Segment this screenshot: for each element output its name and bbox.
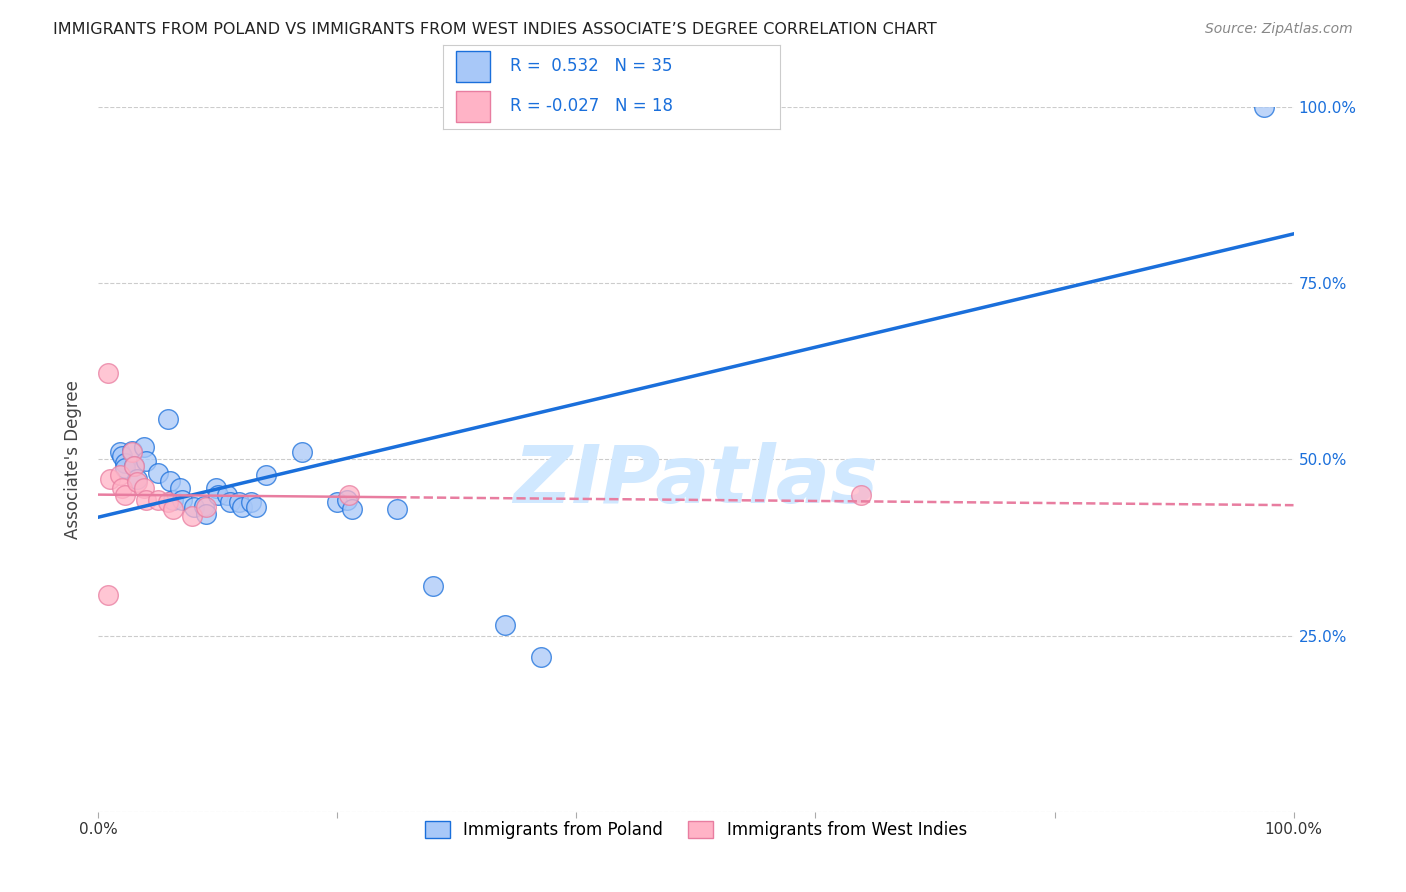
Point	[156, 494, 179, 508]
Point	[98, 472, 122, 486]
Text: R =  0.532   N = 35: R = 0.532 N = 35	[510, 57, 673, 75]
Point	[124, 459, 146, 474]
Text: IMMIGRANTS FROM POLAND VS IMMIGRANTS FROM WEST INDIES ASSOCIATE’S DEGREE CORRELA: IMMIGRANTS FROM POLAND VS IMMIGRANTS FRO…	[53, 22, 938, 37]
Point	[339, 487, 361, 501]
Point	[97, 588, 120, 602]
Point	[162, 493, 184, 508]
Point	[125, 475, 148, 489]
Point	[162, 501, 184, 516]
Point	[108, 445, 131, 459]
Point	[494, 618, 516, 632]
Point	[135, 454, 157, 468]
Point	[385, 501, 409, 516]
Point	[207, 487, 229, 501]
Y-axis label: Associate's Degree: Associate's Degree	[65, 380, 83, 539]
Point	[195, 500, 218, 515]
Point	[228, 494, 250, 508]
Point	[245, 500, 267, 515]
Text: ZIPatlas: ZIPatlas	[513, 442, 879, 519]
Point	[1253, 100, 1275, 114]
Point	[217, 487, 239, 501]
Point	[180, 508, 202, 523]
Point	[159, 474, 181, 488]
Point	[291, 445, 314, 459]
Point	[114, 487, 136, 501]
Point	[254, 467, 277, 482]
Point	[326, 494, 349, 508]
Point	[132, 440, 155, 454]
Point	[111, 481, 134, 495]
Point	[172, 493, 194, 508]
Point	[97, 367, 120, 381]
Point	[231, 500, 253, 515]
Point	[148, 493, 170, 508]
Bar	[457, 52, 491, 82]
Text: R = -0.027   N = 18: R = -0.027 N = 18	[510, 97, 673, 115]
Point	[114, 460, 136, 475]
Point	[121, 445, 143, 459]
Point	[132, 481, 155, 495]
Point	[422, 579, 444, 593]
Point	[135, 493, 157, 508]
Point	[148, 467, 170, 481]
Point	[219, 494, 242, 508]
Point	[108, 467, 131, 482]
Point	[195, 508, 218, 522]
Point	[336, 493, 359, 508]
Legend: Immigrants from Poland, Immigrants from West Indies: Immigrants from Poland, Immigrants from …	[419, 814, 973, 846]
Point	[849, 487, 872, 501]
Point	[114, 456, 136, 470]
Point	[124, 459, 146, 474]
Point	[530, 649, 553, 664]
Point	[240, 494, 263, 508]
Bar	[457, 91, 491, 121]
Point	[183, 500, 205, 515]
Point	[169, 481, 191, 495]
Point	[111, 449, 134, 463]
Point	[340, 501, 363, 516]
Point	[204, 481, 226, 495]
Point	[193, 499, 215, 513]
Text: Source: ZipAtlas.com: Source: ZipAtlas.com	[1205, 22, 1353, 37]
Point	[121, 444, 143, 458]
Point	[125, 472, 148, 486]
Point	[156, 411, 179, 425]
